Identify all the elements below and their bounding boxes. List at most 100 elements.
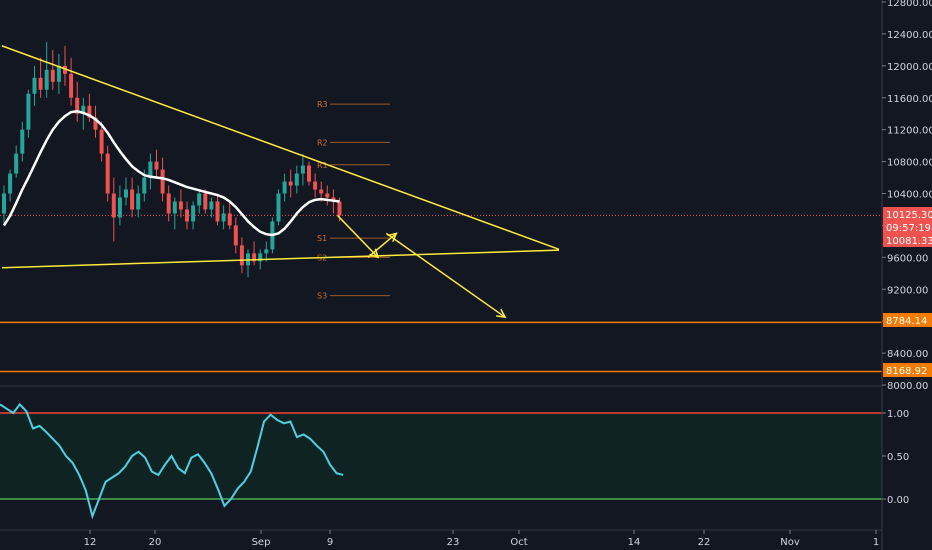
candle-body-21 [130,189,135,210]
candle-body-37 [227,213,232,226]
oscillator-tick-label: 1.00 [887,409,909,420]
price-tag-box [883,233,932,247]
moving-average-line [2,110,340,237]
candle-body-32 [197,193,202,206]
candle-body-2 [14,153,19,174]
candle-body-48 [294,173,299,186]
price-tick-label: 10800.00 [887,158,932,169]
candle-body-51 [313,181,318,190]
projection-arrowhead-2 [496,308,507,319]
oscillator-line [0,402,344,520]
candle-body-26 [160,169,165,194]
time-axis: 12 20 Sep 9 23 Oct 14 22 Nov 1 [0,529,882,548]
pivot-label-s3: S3 [317,292,327,301]
pivot-label-s1: S1 [317,234,327,243]
trendline-1 [1,249,560,269]
candle-body-20 [124,189,128,198]
projection-segment-2 [385,232,506,318]
candle-body-29 [178,201,183,210]
candle-body-50 [307,165,311,182]
price-tags: 10125.30 09:57:19 10081.33 8784.14 8168.92 [883,207,932,377]
candle-body-35 [215,201,220,222]
projection-segment-0 [336,214,379,258]
oscillator-band [0,413,882,499]
candle-body-3 [20,129,25,154]
price-tick-label: 8000.00 [887,381,928,392]
candle-body-13 [81,105,86,114]
oscillator-tick-label: 0.00 [887,495,909,506]
price-tag-label: 8784.14 [886,316,927,327]
candle-body-55 [337,201,342,216]
price-tag-box [883,220,932,234]
price-panel: R3R2R1S1S2S3 [0,41,882,387]
price-tag-label: 09:57:19 [886,223,931,234]
candle-body-47 [288,181,293,186]
candle-body-11 [69,73,74,98]
oscillator-panel [0,402,882,520]
candle-body-8 [50,69,55,82]
candle-body-41 [252,253,257,262]
candle-body-19 [117,197,122,218]
price-tick-label: 9200.00 [887,285,928,296]
candle-body-25 [154,161,159,170]
trendline-0 [1,45,560,251]
price-tag-label: 8168.92 [886,366,927,377]
pivot-label-r1: R1 [317,161,328,170]
candle-body-38 [233,225,238,246]
time-tick-label: 14 [628,537,641,548]
price-tick-label: 11200.00 [887,126,932,137]
candle-body-46 [282,181,287,194]
candle-body-31 [191,205,196,222]
price-tick-label: 12400.00 [887,30,932,41]
price-tick-label: 11600.00 [887,94,932,105]
time-tick-label: Oct [510,537,527,548]
time-tick-label: 1 [873,537,879,548]
price-tick-label: 12000.00 [887,62,932,73]
candle-body-23 [142,177,147,194]
price-tag-box [883,363,932,377]
candle-body-53 [325,193,330,198]
candle-body-36 [221,213,226,222]
candle-body-18 [111,193,116,218]
candle-body-15 [93,117,98,130]
time-tick-label: 9 [327,537,333,548]
candle-body-27 [166,193,171,214]
candle-body-17 [105,153,110,194]
candle-body-28 [172,201,177,214]
candle-body-16 [99,129,104,154]
candle-body-10 [63,65,67,74]
price-tag-box [883,207,932,221]
candle-body-12 [75,97,80,114]
candle-body-43 [264,249,269,254]
time-tick-label: 12 [84,537,97,548]
projection-arrowhead-0 [369,248,380,259]
oscillator-tick-label: 0.50 [887,452,909,463]
candle-body-49 [300,165,305,174]
time-tick-label: 22 [698,537,711,548]
candle-body-1 [8,173,13,194]
candle-body-7 [44,69,49,90]
time-tick-label: 23 [447,537,460,548]
candle-body-52 [319,189,324,194]
candle-body-6 [38,77,43,90]
candle-body-22 [136,193,141,210]
price-axis: 8000.008400.008800.009200.009600.0010000… [881,0,932,550]
candle-body-5 [32,77,37,94]
time-tick-label: Nov [780,537,800,548]
price-tag-box [883,313,932,327]
candle-body-24 [148,161,153,178]
time-tick-label: Sep [252,537,271,548]
candle-body-0 [2,193,6,214]
candle-body-39 [239,245,244,266]
candle-body-42 [258,253,263,262]
candle-body-34 [209,201,214,210]
price-tag-label: 10081.33 [886,236,932,247]
candle-body-4 [26,93,31,130]
pivot-label-r3: R3 [317,100,328,109]
candle-body-33 [203,193,208,210]
candle-body-30 [185,209,189,222]
candle-body-9 [56,65,61,82]
price-tick-label: 10400.00 [887,190,932,201]
price-tick-label: 12800.00 [887,0,932,9]
